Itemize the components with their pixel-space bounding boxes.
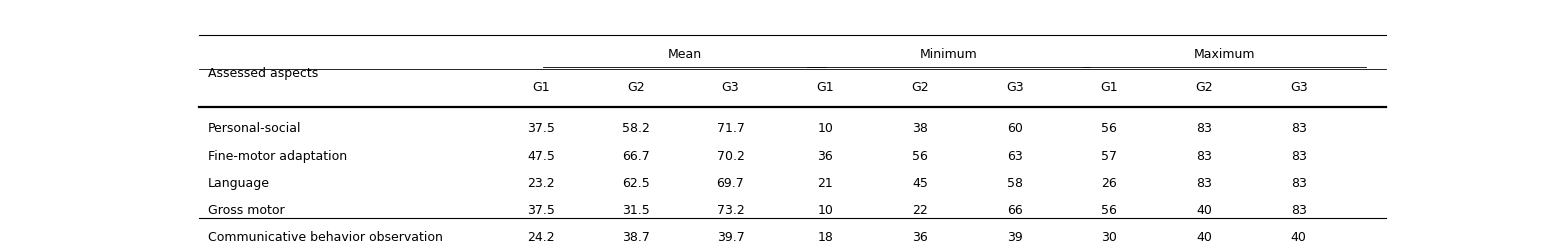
Text: 66: 66 — [1007, 204, 1023, 217]
Text: 71.7: 71.7 — [716, 122, 744, 135]
Text: 83: 83 — [1196, 177, 1211, 190]
Text: Minimum: Minimum — [920, 48, 978, 61]
Text: 58.2: 58.2 — [622, 122, 650, 135]
Text: G2: G2 — [627, 81, 645, 94]
Text: 66.7: 66.7 — [622, 150, 650, 163]
Text: 36: 36 — [817, 150, 834, 163]
Text: G1: G1 — [532, 81, 549, 94]
Text: 56: 56 — [913, 150, 928, 163]
Text: Communicative behavior observation: Communicative behavior observation — [207, 231, 442, 244]
Text: 58: 58 — [1007, 177, 1023, 190]
Text: G3: G3 — [722, 81, 739, 94]
Text: 24.2: 24.2 — [528, 231, 555, 244]
Text: 83: 83 — [1290, 204, 1307, 217]
Text: 69.7: 69.7 — [716, 177, 744, 190]
Text: 56: 56 — [1101, 204, 1117, 217]
Text: 23.2: 23.2 — [528, 177, 555, 190]
Text: 21: 21 — [817, 177, 834, 190]
Text: 10: 10 — [817, 204, 834, 217]
Text: 39: 39 — [1007, 231, 1023, 244]
Text: G1: G1 — [1100, 81, 1118, 94]
Text: 70.2: 70.2 — [716, 150, 744, 163]
Text: 57: 57 — [1101, 150, 1117, 163]
Text: 30: 30 — [1101, 231, 1117, 244]
Text: 38.7: 38.7 — [622, 231, 650, 244]
Text: Fine-motor adaptation: Fine-motor adaptation — [207, 150, 347, 163]
Text: 31.5: 31.5 — [622, 204, 650, 217]
Text: 39.7: 39.7 — [716, 231, 744, 244]
Text: Assessed aspects: Assessed aspects — [207, 67, 319, 80]
Text: G1: G1 — [817, 81, 834, 94]
Text: 37.5: 37.5 — [528, 204, 555, 217]
Text: 60: 60 — [1007, 122, 1023, 135]
Text: 22: 22 — [913, 204, 928, 217]
Text: 83: 83 — [1290, 177, 1307, 190]
Text: 40: 40 — [1290, 231, 1307, 244]
Text: 83: 83 — [1196, 150, 1211, 163]
Text: Maximum: Maximum — [1194, 48, 1255, 61]
Text: 83: 83 — [1290, 150, 1307, 163]
Text: 56: 56 — [1101, 122, 1117, 135]
Text: Gross motor: Gross motor — [207, 204, 285, 217]
Text: 40: 40 — [1196, 204, 1211, 217]
Text: 73.2: 73.2 — [716, 204, 744, 217]
Text: 37.5: 37.5 — [528, 122, 555, 135]
Text: 63: 63 — [1007, 150, 1023, 163]
Text: 47.5: 47.5 — [528, 150, 555, 163]
Text: G3: G3 — [1290, 81, 1307, 94]
Text: 83: 83 — [1196, 122, 1211, 135]
Text: 38: 38 — [913, 122, 928, 135]
Text: Mean: Mean — [668, 48, 702, 61]
Text: 36: 36 — [913, 231, 928, 244]
Text: Personal-social: Personal-social — [207, 122, 302, 135]
Text: 18: 18 — [817, 231, 834, 244]
Text: 83: 83 — [1290, 122, 1307, 135]
Text: 40: 40 — [1196, 231, 1211, 244]
Text: 62.5: 62.5 — [622, 177, 650, 190]
Text: G2: G2 — [911, 81, 928, 94]
Text: G2: G2 — [1196, 81, 1213, 94]
Text: Language: Language — [207, 177, 269, 190]
Text: 26: 26 — [1101, 177, 1117, 190]
Text: 45: 45 — [913, 177, 928, 190]
Text: 10: 10 — [817, 122, 834, 135]
Text: G3: G3 — [1006, 81, 1024, 94]
